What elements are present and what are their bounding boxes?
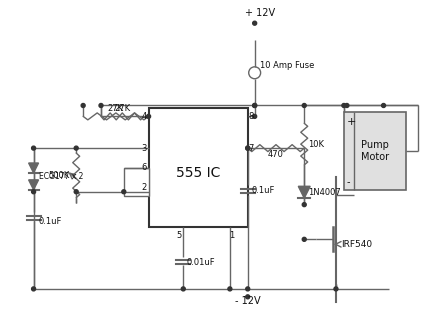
Circle shape xyxy=(253,21,257,25)
Circle shape xyxy=(253,103,257,108)
Polygon shape xyxy=(29,180,38,190)
Circle shape xyxy=(32,190,35,194)
Text: 500K: 500K xyxy=(48,171,70,180)
Bar xyxy=(344,112,407,190)
Circle shape xyxy=(246,287,250,291)
Circle shape xyxy=(345,103,349,108)
Text: 8: 8 xyxy=(249,112,254,121)
Text: -: - xyxy=(347,177,350,187)
Polygon shape xyxy=(29,163,38,173)
Text: 10 Amp Fuse: 10 Amp Fuse xyxy=(260,61,314,70)
Text: 10K: 10K xyxy=(308,140,324,149)
Circle shape xyxy=(32,287,35,291)
Text: - 12V: - 12V xyxy=(235,296,260,306)
Circle shape xyxy=(253,114,257,118)
Circle shape xyxy=(32,146,35,150)
Text: 0.1uF: 0.1uF xyxy=(38,217,62,226)
Circle shape xyxy=(302,103,306,108)
Circle shape xyxy=(334,287,338,291)
Text: 1N4007: 1N4007 xyxy=(308,188,341,197)
Text: +: + xyxy=(347,117,356,127)
Text: 5: 5 xyxy=(177,231,182,240)
Text: 7: 7 xyxy=(249,144,254,153)
Circle shape xyxy=(342,103,346,108)
Circle shape xyxy=(122,190,126,194)
Circle shape xyxy=(181,287,185,291)
Text: + 12V: + 12V xyxy=(245,8,275,18)
Circle shape xyxy=(246,295,250,299)
Text: 1: 1 xyxy=(229,231,235,240)
Polygon shape xyxy=(298,186,310,198)
Circle shape xyxy=(253,103,257,108)
Circle shape xyxy=(146,114,151,118)
Text: 2: 2 xyxy=(141,183,146,192)
Bar xyxy=(149,109,248,227)
Text: 555 IC: 555 IC xyxy=(176,166,220,180)
Text: ECG177 x 2: ECG177 x 2 xyxy=(38,172,83,181)
Text: 0.01uF: 0.01uF xyxy=(186,258,215,267)
Text: 3: 3 xyxy=(141,144,146,153)
Text: 470: 470 xyxy=(268,150,284,158)
Circle shape xyxy=(302,237,306,241)
Text: 27K: 27K xyxy=(108,104,124,113)
Text: Pump
Motor: Pump Motor xyxy=(361,140,389,162)
Bar xyxy=(124,168,149,196)
Circle shape xyxy=(302,202,306,207)
Circle shape xyxy=(246,146,250,150)
Circle shape xyxy=(99,103,103,108)
Circle shape xyxy=(246,146,250,150)
Text: IRF540: IRF540 xyxy=(341,240,372,249)
Circle shape xyxy=(228,287,232,291)
Text: 6: 6 xyxy=(141,163,146,172)
Text: 27K: 27K xyxy=(114,104,130,113)
Circle shape xyxy=(381,103,385,108)
Text: 0.1uF: 0.1uF xyxy=(252,186,275,195)
Circle shape xyxy=(81,103,85,108)
Circle shape xyxy=(74,190,78,194)
Circle shape xyxy=(74,146,78,150)
Text: 4: 4 xyxy=(141,112,146,121)
